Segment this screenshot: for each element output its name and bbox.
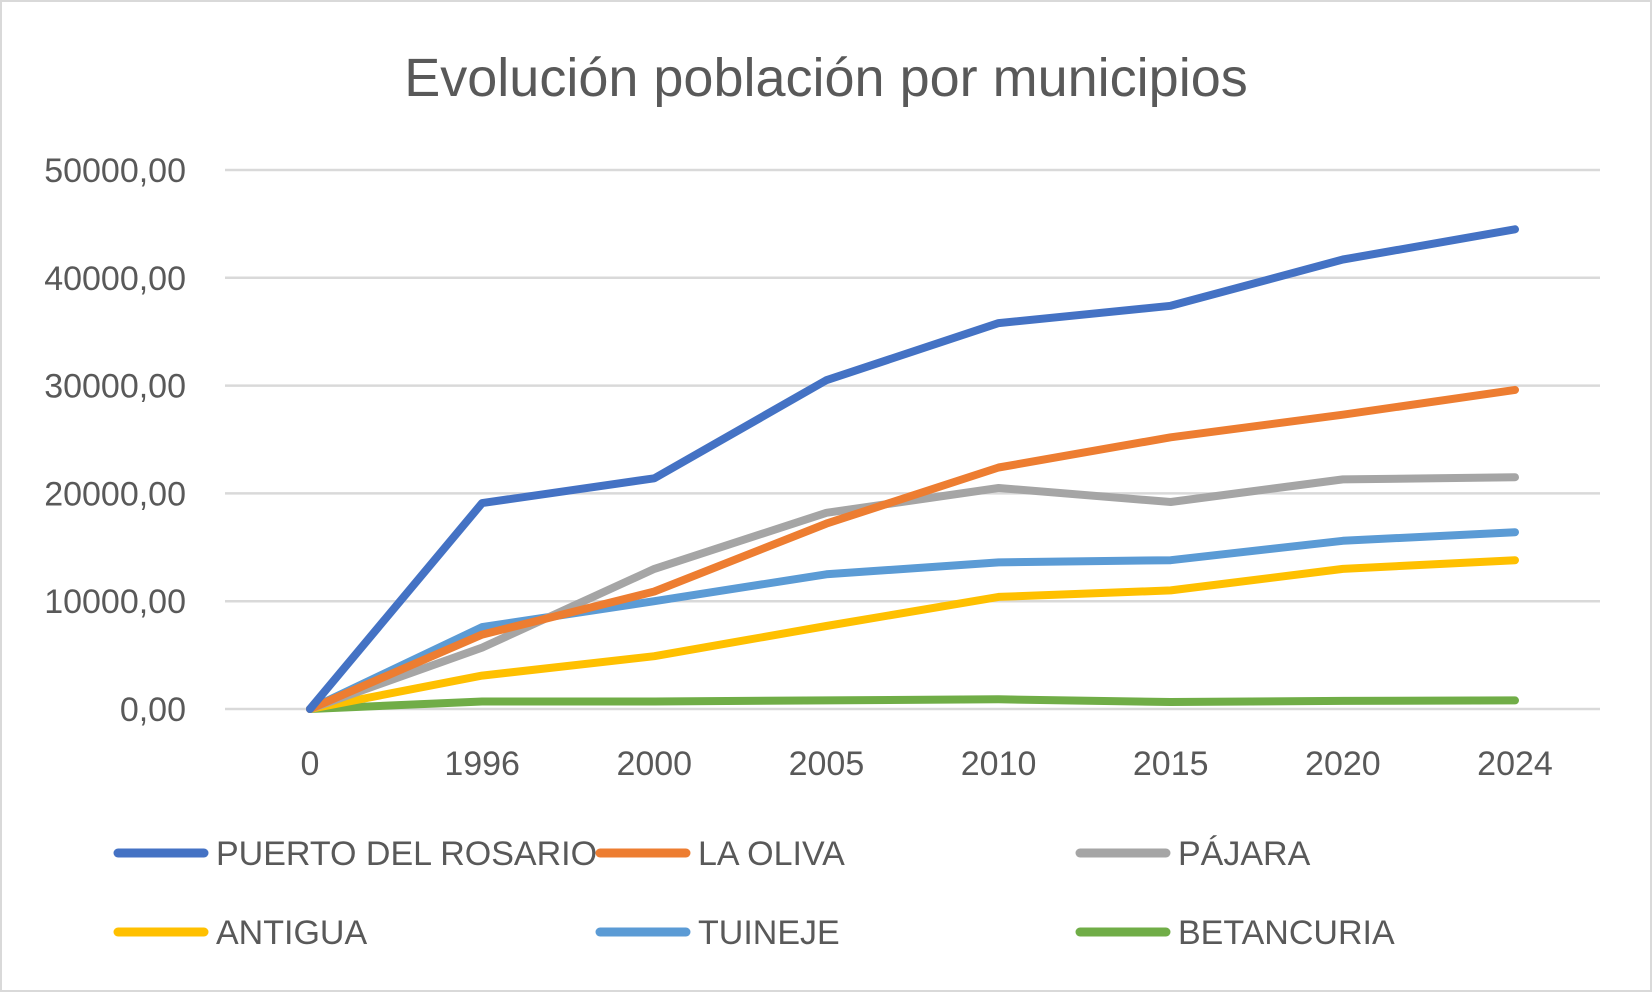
x-axis-ticks: 0 1996 2000 2005 2010 2015 2020 2024 [301, 745, 1553, 783]
y-tick-label: 40000,00 [44, 260, 186, 298]
legend-label: PÁJARA [1178, 835, 1311, 873]
legend-item: ANTIGUA [113, 914, 367, 952]
x-tick-label: 2005 [789, 745, 865, 783]
legend-label: LA OLIVA [698, 835, 845, 873]
x-tick-label: 2015 [1133, 745, 1209, 783]
y-tick-label: 30000,00 [44, 368, 186, 406]
series-line-puerto-del-rosario [306, 225, 1519, 713]
gridlines [225, 168, 1600, 711]
y-tick-label: 20000,00 [44, 475, 186, 513]
x-tick-label: 2000 [616, 745, 692, 783]
x-tick-label: 1996 [444, 745, 520, 783]
x-tick-label: 2010 [961, 745, 1037, 783]
x-tick-label: 2020 [1305, 745, 1381, 783]
legend-label: PUERTO DEL ROSARIO [216, 835, 597, 873]
series-lines [306, 225, 1519, 713]
series-line-la-oliva [306, 385, 1519, 713]
legend: PUERTO DEL ROSARIO LA OLIVA PÁJARA ANTIGUA T… [113, 835, 1395, 952]
y-tick-label: 50000,00 [44, 152, 186, 190]
series-line-antigua [306, 556, 1519, 713]
legend-item: PUERTO DEL ROSARIO [113, 835, 597, 873]
legend-item: BETANCURIA [1075, 914, 1395, 952]
chart-title: Evolución población por municipios [404, 48, 1248, 108]
legend-item: TUINEJE [595, 914, 840, 952]
y-tick-label: 0,00 [120, 691, 186, 729]
series-line-betancuria [306, 695, 1519, 713]
legend-item: PÁJARA [1075, 835, 1311, 873]
legend-label: ANTIGUA [216, 914, 367, 952]
series-line-tuineje [306, 528, 1519, 713]
legend-label: BETANCURIA [1178, 914, 1395, 952]
series-line-p-jara [306, 473, 1519, 713]
x-tick-label: 2024 [1477, 745, 1553, 783]
legend-label: TUINEJE [698, 914, 840, 952]
x-tick-label: 0 [301, 745, 320, 783]
y-axis-ticks: 0,00 10000,00 20000,00 30000,00 40000,00 5000… [44, 152, 186, 729]
y-tick-label: 10000,00 [44, 583, 186, 621]
legend-item: LA OLIVA [595, 835, 845, 873]
